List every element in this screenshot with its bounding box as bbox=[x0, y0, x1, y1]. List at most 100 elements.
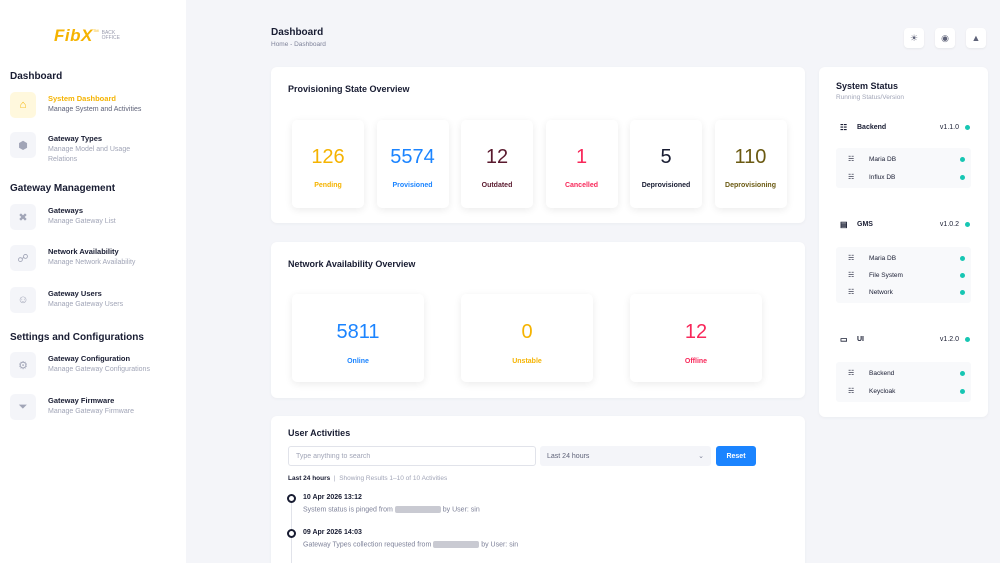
nodes-icon: ☵ bbox=[848, 255, 855, 262]
nodes-icon: ☵ bbox=[848, 272, 855, 279]
sidebar-item-desc: Manage Gateway List bbox=[48, 218, 116, 225]
status-dot bbox=[965, 336, 970, 342]
stat-tile-deprovisioned[interactable]: 5 Deprovisioned bbox=[630, 120, 702, 208]
sidebar-item-desc: Manage System and Activities bbox=[48, 106, 142, 113]
logo-mark: FibX bbox=[54, 26, 93, 45]
status-dot bbox=[960, 370, 965, 376]
logo-subtitle: BACK OFFICE bbox=[101, 30, 120, 41]
results-text: Showing Results 1–10 of 10 Activities bbox=[339, 475, 448, 482]
sidebar-item-gateway-firmware[interactable]: ⏷ Gateway Firmware Manage Gateway Firmwar… bbox=[10, 394, 180, 426]
status-dot bbox=[960, 289, 965, 295]
stat-label: Provisioned bbox=[392, 182, 433, 189]
sidebar-item-gateways[interactable]: ✖ Gateways Manage Gateway List bbox=[10, 204, 180, 236]
user-activities-title: User Activities bbox=[288, 428, 351, 438]
stat-tile-online[interactable]: 5811 Online bbox=[292, 294, 424, 382]
stat-value: 5574 bbox=[390, 146, 435, 168]
reset-button[interactable]: Reset bbox=[716, 446, 756, 466]
config-icon: ⚙ bbox=[10, 352, 36, 378]
sidebar-item-system-dashboard[interactable]: ⌂ System Dashboard Manage System and Acti… bbox=[10, 92, 180, 124]
system-status-card bbox=[819, 67, 988, 417]
sidebar-item-label: Gateways bbox=[48, 206, 84, 215]
redacted-ip bbox=[394, 506, 441, 513]
nodes-icon: ☵ bbox=[848, 388, 855, 395]
activity-time: 10 Apr 2026 13:12 bbox=[303, 494, 362, 501]
sidebar-item-gateway-users[interactable]: ☺ Gateway Users Manage Gateway Users bbox=[10, 287, 180, 319]
sidebar-item-desc: Manage Gateway Firmware bbox=[48, 408, 134, 415]
sidebar-item-label: Gateway Configuration bbox=[48, 354, 131, 363]
dependency-item: ☵ Maria DB bbox=[848, 154, 965, 164]
stat-label: Outdated bbox=[481, 182, 513, 189]
stat-value: 126 bbox=[311, 146, 345, 168]
stat-label: Deprovisioning bbox=[725, 182, 776, 189]
stat-value: 12 bbox=[684, 321, 708, 343]
activity-desc: Gateway Types collection requested from … bbox=[303, 541, 519, 549]
stat-value: 1 bbox=[575, 146, 588, 168]
theme-toggle-button[interactable]: ☀ bbox=[904, 28, 924, 48]
service-gms: ▤ GMS v1.0.2 bbox=[840, 218, 970, 230]
dependency-item: ☵ Keycloak bbox=[848, 386, 965, 396]
status-dot bbox=[965, 124, 970, 130]
section-title-dashboard: Dashboard bbox=[10, 71, 63, 82]
service-deps-box: ☵ Backend ☵ Keycloak bbox=[836, 362, 971, 402]
page-title: Dashboard bbox=[271, 27, 324, 38]
nodes-icon: ☵ bbox=[848, 174, 855, 181]
status-dot bbox=[965, 221, 970, 227]
status-dot bbox=[960, 272, 965, 278]
user-menu-button[interactable]: ▲ bbox=[966, 28, 986, 48]
sidebar-item-label: Gateway Types bbox=[48, 134, 103, 143]
monitor-icon: ▭ bbox=[840, 334, 848, 344]
sidebar-item-label: Gateway Firmware bbox=[48, 396, 115, 405]
user-icon: ▲ bbox=[971, 33, 981, 43]
system-status-title: System Status bbox=[836, 81, 899, 91]
stat-tile-outdated[interactable]: 12 Outdated bbox=[461, 120, 533, 208]
stat-tile-deprovisioning[interactable]: 110 Deprovisioning bbox=[714, 120, 787, 208]
theme-sun-icon: ☀ bbox=[909, 32, 919, 43]
logo[interactable]: FibX TM BACK OFFICE bbox=[54, 26, 130, 46]
stat-label: Unstable bbox=[512, 358, 542, 365]
tools-icon: ✖ bbox=[10, 204, 36, 230]
nodes-icon: ☵ bbox=[848, 370, 855, 377]
dependency-item: ☵ Maria DB bbox=[848, 253, 965, 263]
service-deps-box: ☵ Maria DB ☵ Influx DB bbox=[836, 148, 971, 188]
redacted-ip bbox=[433, 541, 480, 548]
results-summary: Last 24 hours | Showing Results 1–10 of … bbox=[288, 475, 448, 482]
sidebar-item-network-availability[interactable]: ☍ Network Availability Manage Network Ava… bbox=[10, 245, 180, 277]
status-dot bbox=[960, 156, 965, 162]
status-dot bbox=[960, 174, 965, 180]
stat-tile-offline[interactable]: 12 Offline bbox=[630, 294, 762, 382]
stat-label: Cancelled bbox=[564, 182, 599, 189]
time-range-select[interactable]: Last 24 hours ⌄ bbox=[540, 446, 711, 466]
sidebar-item-gateway-configuration[interactable]: ⚙ Gateway Configuration Manage Gateway Co… bbox=[10, 352, 180, 384]
server-icon: ▤ bbox=[840, 219, 848, 229]
activity-desc: System status is pinged from by User: si… bbox=[303, 506, 480, 514]
language-button[interactable]: ◉ bbox=[935, 28, 955, 48]
stat-tile-cancelled[interactable]: 1 Cancelled bbox=[545, 120, 618, 208]
timeline-dot bbox=[287, 529, 296, 538]
logo-tm: TM bbox=[92, 27, 99, 33]
stat-tile-unstable[interactable]: 0 Unstable bbox=[461, 294, 593, 382]
activity-search-input[interactable] bbox=[288, 446, 536, 466]
network-icon: ☷ bbox=[840, 122, 848, 132]
language-globe-icon: ◉ bbox=[941, 32, 949, 43]
sidebar-item-gateway-types[interactable]: ⬢ Gateway Types Manage Model and Usage Re… bbox=[10, 132, 180, 164]
service-deps-box: ☵ Maria DB ☵ File System ☵ Network bbox=[836, 247, 971, 303]
nodes-icon: ☵ bbox=[848, 156, 855, 163]
activity-time: 09 Apr 2026 14:03 bbox=[303, 529, 362, 536]
sidebar-item-label: Gateway Users bbox=[48, 289, 102, 298]
service-backend: ☷ Backend v1.1.0 bbox=[840, 121, 970, 133]
stat-tile-pending[interactable]: 126 Pending bbox=[292, 120, 364, 208]
dependency-item: ☵ Network bbox=[848, 287, 965, 297]
stat-value: 12 bbox=[485, 146, 509, 168]
stat-label: Online bbox=[347, 358, 369, 365]
stat-label: Offline bbox=[684, 358, 708, 365]
stat-value: 0 bbox=[521, 321, 533, 343]
stat-value: 5811 bbox=[336, 321, 380, 343]
sidebar-item-label: Network Availability bbox=[48, 247, 119, 256]
section-title-gateway-management: Gateway Management bbox=[10, 183, 116, 194]
sidebar-item-desc: Manage Gateway Users bbox=[48, 301, 124, 308]
network-title: Network Availability Overview bbox=[288, 259, 416, 269]
home-icon: ⌂ bbox=[10, 92, 36, 118]
dependency-item: ☵ Backend bbox=[848, 368, 965, 378]
stat-value: 5 bbox=[660, 146, 672, 168]
stat-tile-provisioned[interactable]: 5574 Provisioned bbox=[376, 120, 449, 208]
